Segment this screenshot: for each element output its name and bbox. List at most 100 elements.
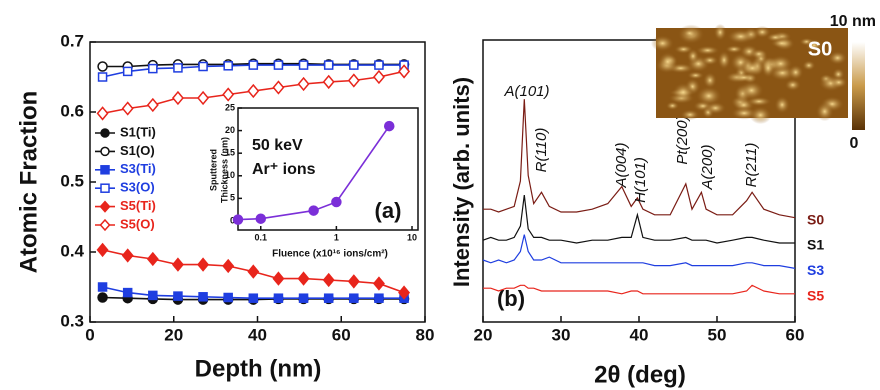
y-tick-label: 0.6 (60, 101, 84, 120)
marker (173, 92, 183, 104)
marker (350, 61, 358, 69)
series-label: S5 (807, 288, 824, 304)
marker (124, 67, 132, 75)
y-tick-label: 0.5 (60, 171, 84, 190)
marker (98, 62, 107, 71)
marker (349, 275, 359, 287)
marker (375, 294, 383, 302)
series-label: S1 (807, 237, 824, 253)
y-axis-title: Intensity (arb. units) (449, 77, 474, 287)
marker (300, 294, 308, 302)
afm-grain (816, 102, 834, 121)
colorbar (852, 42, 865, 130)
marker (349, 75, 359, 87)
peak-label: R(211) (743, 143, 760, 188)
x-tick-label: 60 (786, 325, 805, 344)
marker (174, 64, 182, 72)
afm-grain (725, 45, 743, 53)
marker (198, 259, 208, 271)
afm-grain (687, 71, 704, 79)
afm-grain (651, 35, 674, 51)
legend-marker (101, 202, 110, 212)
page: {"chart_data": [ {"type": "line", "xlabe… (0, 0, 880, 390)
peak-label: Pt(200) (674, 115, 691, 164)
afm-grain (788, 65, 804, 81)
inset-x-title: Fluence (x10¹⁶ ions/cm²) (272, 249, 388, 260)
marker (224, 294, 232, 302)
afm-grain (727, 29, 755, 44)
marker (274, 61, 282, 69)
legend-marker (101, 166, 109, 174)
series-line (483, 235, 795, 269)
x-tick-label: 40 (630, 325, 649, 344)
afm-grain (830, 76, 847, 88)
marker (249, 61, 257, 69)
x-tick-label: 60 (332, 325, 351, 344)
annotation: 50 keV (252, 137, 303, 154)
peak-label: A(200) (699, 144, 716, 190)
y-tick-label: 0.4 (60, 241, 84, 260)
afm-grain (785, 79, 801, 91)
y-tick-label: 10 (225, 170, 235, 180)
legend-marker (101, 147, 109, 155)
legend-label: S5(Ti) (120, 198, 156, 213)
afm-grain (717, 51, 730, 70)
panel-label: (a) (375, 198, 402, 223)
x-tick-label: 40 (248, 325, 267, 344)
series-label: S0 (807, 211, 824, 227)
marker (299, 78, 309, 90)
x-tick-label: 50 (708, 325, 727, 344)
marker (98, 293, 107, 302)
marker (249, 294, 257, 302)
x-tick-label: 20 (164, 325, 183, 344)
marker (124, 289, 132, 297)
afm-grain (739, 81, 764, 100)
afm-grain (658, 52, 677, 72)
marker (148, 99, 158, 111)
marker (299, 273, 309, 285)
marker (99, 283, 107, 291)
peak-label: H(101) (632, 157, 649, 203)
marker (98, 244, 108, 256)
legend-marker (101, 129, 109, 137)
afm-grain (750, 49, 768, 60)
afm-grain (683, 29, 696, 37)
afm-grain (749, 106, 771, 124)
marker (123, 103, 133, 115)
marker (256, 214, 265, 223)
peak-label: A(101) (503, 83, 549, 100)
legend-marker (101, 220, 110, 230)
marker (273, 82, 283, 94)
x-axis-title: Depth (nm) (195, 355, 322, 382)
legend-label: S1(Ti) (120, 124, 156, 139)
marker (325, 294, 333, 302)
marker (199, 63, 207, 71)
x-tick-label: 10 (407, 232, 417, 242)
afm-grain (703, 72, 717, 89)
inset-y-title: Sputtered (208, 149, 218, 191)
afm-grain (705, 102, 727, 115)
y-tick-label: 5 (230, 193, 235, 203)
afm-grain (687, 49, 699, 64)
marker (223, 260, 233, 272)
afm-grain (731, 73, 757, 82)
y-tick-label: 15 (225, 148, 235, 158)
x-tick-label: 30 (552, 325, 571, 344)
marker (223, 89, 233, 101)
afm-grain (696, 46, 720, 56)
legend-label: S1(O) (120, 143, 155, 158)
marker (273, 273, 283, 285)
marker (248, 266, 258, 278)
marker (374, 71, 384, 83)
x-tick-label: 20 (474, 325, 493, 344)
afm-grain (666, 101, 679, 110)
marker (173, 259, 183, 271)
marker (274, 294, 282, 302)
marker (385, 122, 394, 131)
marker (375, 61, 383, 69)
marker (325, 61, 333, 69)
afm-label: S0 (808, 38, 832, 60)
marker (309, 206, 318, 215)
y-tick-label: 20 (225, 125, 235, 135)
afm-grain (802, 60, 815, 71)
